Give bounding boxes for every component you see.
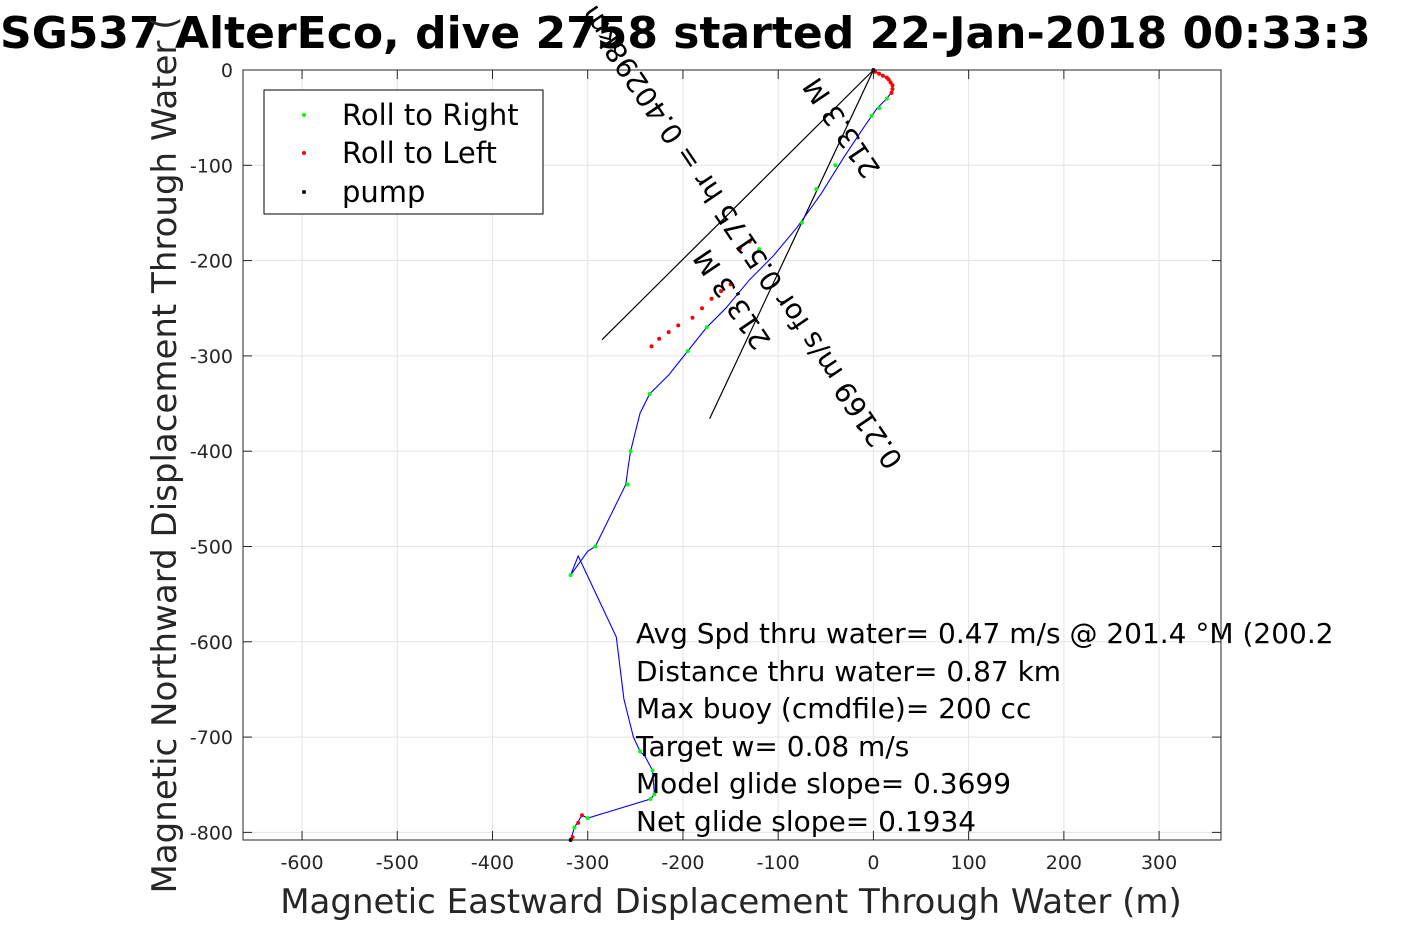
roll-right-point [685,349,690,354]
roll-left-point [700,306,705,311]
y-tick-label: -300 [190,346,233,368]
roll-right-point [814,187,819,192]
wedge-line-right [709,69,874,420]
roll-right-point [652,792,657,797]
chart-title: SG537 AlterEco, dive 2758 started 22-Jan… [0,8,1371,59]
legend-box [263,89,544,215]
x-tick-label: -100 [757,852,800,874]
y-tick-label: -100 [190,155,233,177]
roll-right-point [884,96,889,101]
annotation-model-glide: Model glide slope= 0.3699 [636,767,1011,800]
axis-ticks: -600 -500 -400 -300 -200 -100 0 100 200 300 0 -100 -… [190,60,1221,874]
legend-marker-pump [302,190,306,194]
roll-left-point [570,835,575,840]
roll-left-point [890,87,895,92]
roll-left-point [738,246,743,251]
x-tick-label: 300 [1141,852,1177,874]
roll-left-point [666,330,671,335]
roll-left-point [877,71,882,76]
y-tick-label: -200 [190,251,233,273]
roll-right-point [628,449,633,454]
x-tick-label: -500 [376,852,419,874]
roll-left-point [649,344,654,349]
roll-left-point [690,315,695,320]
y-tick-label: -600 [190,632,233,654]
roll-left-point [719,289,724,294]
x-tick-label: 100 [951,852,987,874]
y-tick-label: -800 [190,822,233,844]
annotation-avg-speed: Avg Spd thru water= 0.47 m/s @ 201.4 °M … [636,617,1334,650]
roll-right-point [869,113,874,118]
roll-left-point [709,296,714,301]
roll-left-point [890,83,895,88]
y-tick-label: -700 [190,727,233,749]
wedge-line-left [601,69,874,341]
roll-left-point [576,820,581,825]
roll-left-point [880,73,885,78]
legend-marker-roll-left [302,151,306,155]
x-tick-label: 200 [1046,852,1082,874]
roll-left-point [676,323,681,328]
roll-right-point [572,825,577,830]
legend-label-roll-left: Roll to Left [342,136,497,170]
annotation-distance: Distance thru water= 0.87 km [636,655,1061,688]
roll-right-point [625,482,630,487]
annotation-max-buoy: Max buoy (cmdfile)= 200 cc [636,692,1031,725]
legend-label-pump: pump [342,175,425,209]
x-tick-label: 0 [867,852,879,874]
roll-right-point [704,325,709,330]
roll-left-point [580,813,585,818]
roll-right-point [757,247,762,252]
x-tick-label: -600 [280,852,323,874]
roll-right-point [648,797,653,802]
plot-frame [242,69,1222,841]
roll-right-point [593,544,598,549]
legend: Roll to Right Roll to Left pump [263,89,544,215]
data-points [568,68,895,842]
stats-annotations: Avg Spd thru water= 0.47 m/s @ 201.4 °M … [635,617,1334,838]
legend-label-roll-right: Roll to Right [342,98,519,132]
roll-left-point [889,90,894,95]
x-tick-label: -300 [566,852,609,874]
y-tick-label: 0 [221,60,233,82]
roll-right-point [799,220,804,225]
x-axis-label: Magnetic Eastward Displacement Through W… [280,882,1182,922]
roll-right-point [638,749,643,754]
roll-left-point [728,282,733,287]
roll-left-point [657,336,662,341]
roll-right-point [833,163,838,168]
roll-left-point [886,77,891,82]
heading-wedge [601,69,874,420]
annotation-net-glide: Net glide slope= 0.1934 [636,805,976,838]
roll-right-point [568,573,573,578]
x-tick-label: -200 [661,852,704,874]
roll-right-point [647,392,652,397]
legend-marker-roll-right [302,113,306,117]
roll-right-point [650,768,655,773]
y-tick-label: -400 [190,441,233,463]
roll-right-point [585,816,590,821]
y-axis-label: Magnetic Northward Displacement Through … [145,17,185,894]
annotation-target-w: Target w= 0.08 m/s [635,730,909,763]
roll-left-point [747,239,752,244]
roll-right-point [877,106,882,111]
roll-left-point [888,80,893,85]
x-tick-label: -400 [471,852,514,874]
y-tick-label: -500 [190,536,233,558]
